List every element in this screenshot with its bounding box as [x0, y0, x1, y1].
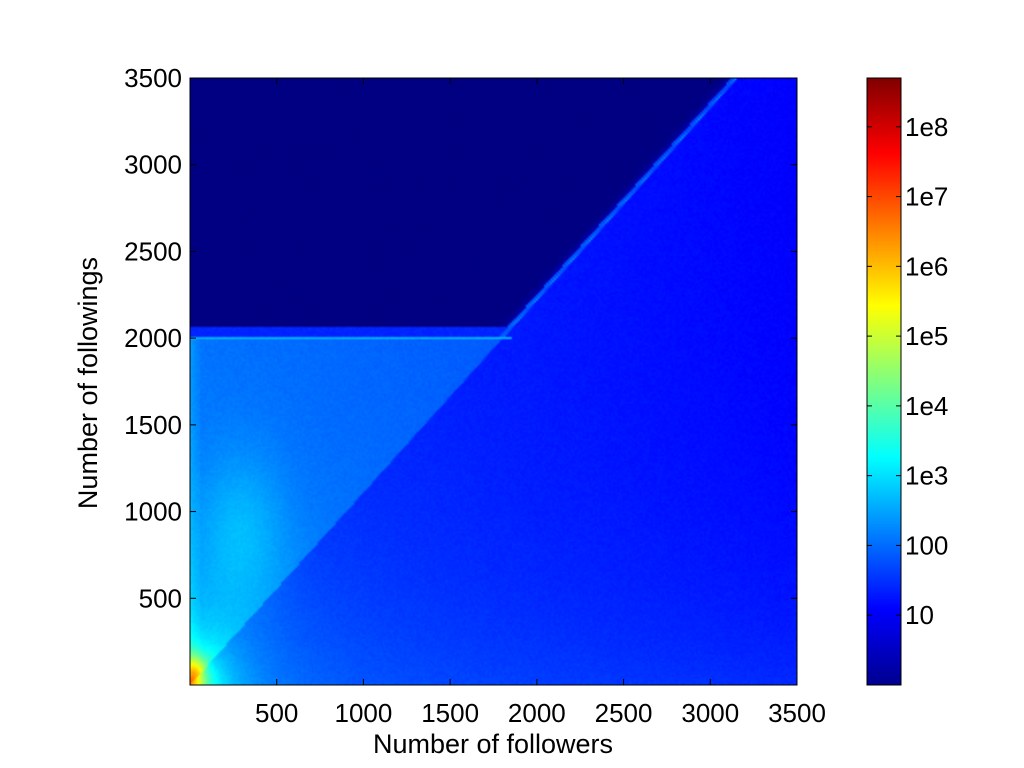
- colorbar-gradient: [867, 78, 901, 685]
- y-tick-label: 1000: [124, 497, 182, 527]
- colorbar-tick-label: 1e3: [905, 461, 948, 491]
- y-axis-label: Number of followings: [73, 257, 103, 509]
- colorbar-tick-label: 10: [905, 600, 934, 630]
- colorbar: 10 100 1e3 1e4 1e5 1e6 1e7 1e8: [867, 78, 948, 685]
- heatmap-image: [190, 78, 797, 685]
- y-tick-label: 2500: [124, 236, 182, 266]
- x-tick-label: 500: [255, 698, 298, 728]
- colorbar-tick-label: 100: [905, 530, 948, 560]
- y-tick-label: 500: [139, 583, 182, 613]
- x-tick-label: 2500: [595, 698, 653, 728]
- colorbar-tick-label: 1e4: [905, 391, 948, 421]
- x-axis-label: Number of followers: [373, 729, 613, 759]
- colorbar-tick-label: 1e7: [905, 182, 948, 212]
- y-tick-label: 1500: [124, 410, 182, 440]
- x-tick-label: 3500: [768, 698, 826, 728]
- y-tick-label: 2000: [124, 323, 182, 353]
- y-tick-label: 3500: [124, 63, 182, 93]
- x-tick-label: 3000: [681, 698, 739, 728]
- x-tick-label: 2000: [508, 698, 566, 728]
- x-tick-label: 1500: [421, 698, 479, 728]
- heatmap-plot-area: [190, 78, 797, 685]
- colorbar-tick-label: 1e6: [905, 251, 948, 281]
- colorbar-tick-label: 1e8: [905, 112, 948, 142]
- x-tick-label: 1000: [335, 698, 393, 728]
- colorbar-tick-label: 1e5: [905, 321, 948, 351]
- y-tick-label: 3000: [124, 150, 182, 180]
